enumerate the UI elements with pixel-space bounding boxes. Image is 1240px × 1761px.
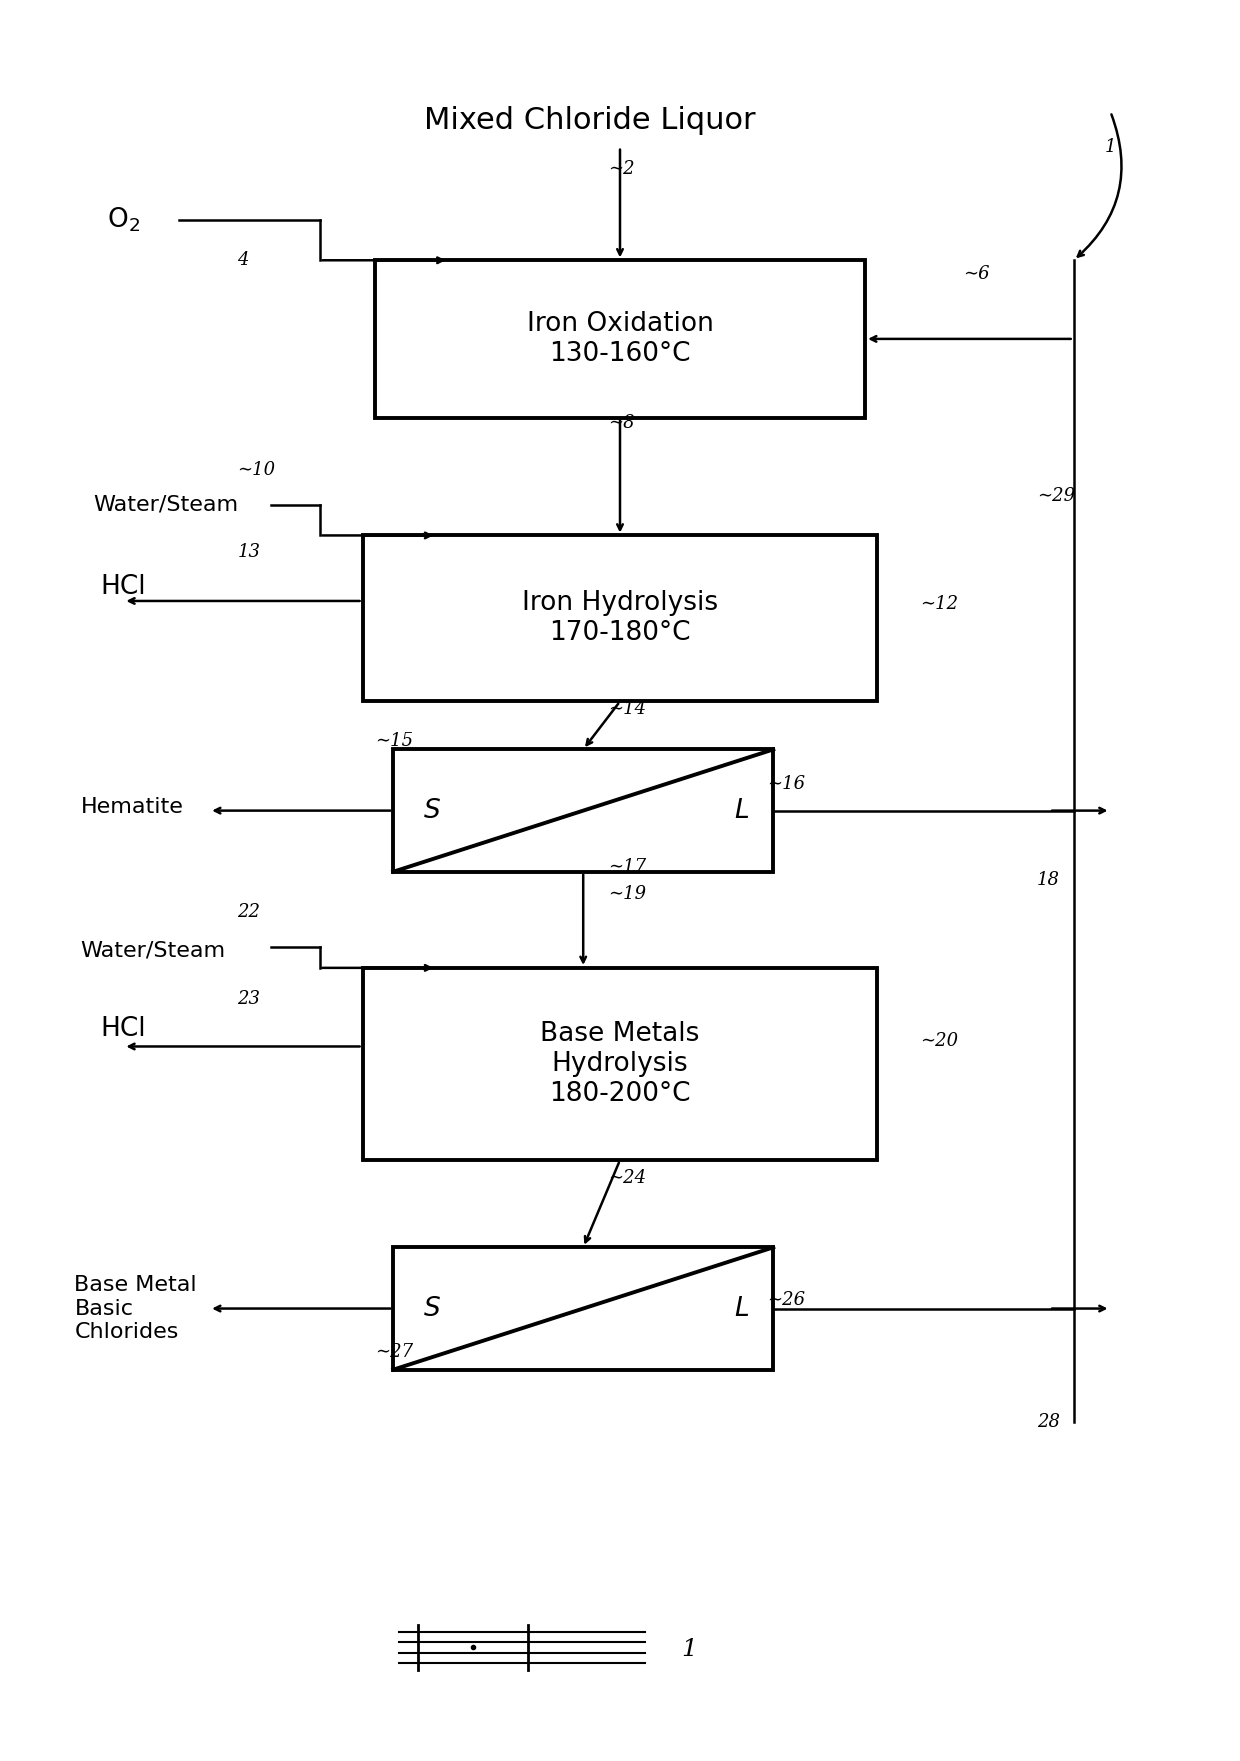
Text: S: S xyxy=(424,798,440,824)
Text: 18: 18 xyxy=(1037,872,1060,889)
Text: Water/Steam: Water/Steam xyxy=(93,495,238,514)
Text: Water/Steam: Water/Steam xyxy=(81,940,226,960)
Text: ∼12: ∼12 xyxy=(920,595,959,613)
Text: Mixed Chloride Liquor: Mixed Chloride Liquor xyxy=(424,106,755,136)
Text: HCl: HCl xyxy=(100,1016,146,1043)
Text: Base Metal
Basic
Chlorides: Base Metal Basic Chlorides xyxy=(74,1275,197,1342)
Text: ∼24: ∼24 xyxy=(608,1169,646,1187)
Text: 22: 22 xyxy=(237,903,260,921)
Text: L: L xyxy=(734,798,749,824)
FancyBboxPatch shape xyxy=(362,969,878,1160)
Text: ∼10: ∼10 xyxy=(237,461,275,479)
Text: ∼17: ∼17 xyxy=(608,858,646,875)
Text: 4: 4 xyxy=(237,252,249,269)
Text: O$_2$: O$_2$ xyxy=(107,206,140,234)
Text: ∼8: ∼8 xyxy=(608,414,635,431)
Text: Iron Hydrolysis
170-180°C: Iron Hydrolysis 170-180°C xyxy=(522,590,718,646)
Text: 28: 28 xyxy=(1037,1412,1060,1432)
FancyBboxPatch shape xyxy=(393,750,774,872)
Text: ∼14: ∼14 xyxy=(608,701,646,718)
Text: ∼16: ∼16 xyxy=(768,775,805,794)
Text: 23: 23 xyxy=(237,990,260,1009)
Text: 1: 1 xyxy=(1105,137,1116,155)
Text: ∼20: ∼20 xyxy=(920,1032,959,1050)
Text: Base Metals
Hydrolysis
180-200°C: Base Metals Hydrolysis 180-200°C xyxy=(541,1021,699,1108)
Text: L: L xyxy=(734,1296,749,1321)
Text: Iron Oxidation
130-160°C: Iron Oxidation 130-160°C xyxy=(527,312,713,366)
FancyBboxPatch shape xyxy=(362,535,878,701)
FancyBboxPatch shape xyxy=(374,261,866,417)
FancyBboxPatch shape xyxy=(393,1247,774,1370)
Text: ∼19: ∼19 xyxy=(608,886,646,903)
Text: ∼15: ∼15 xyxy=(374,733,413,750)
Text: S: S xyxy=(424,1296,440,1321)
Text: 1: 1 xyxy=(681,1638,697,1661)
Text: 13: 13 xyxy=(237,542,260,562)
Text: ∼29: ∼29 xyxy=(1037,488,1075,505)
Text: ∼27: ∼27 xyxy=(374,1344,413,1361)
Text: HCl: HCl xyxy=(100,574,146,601)
Text: ∼2: ∼2 xyxy=(608,160,635,178)
Text: ∼6: ∼6 xyxy=(963,266,990,284)
Text: Hematite: Hematite xyxy=(81,798,184,817)
Text: ∼26: ∼26 xyxy=(768,1291,805,1308)
